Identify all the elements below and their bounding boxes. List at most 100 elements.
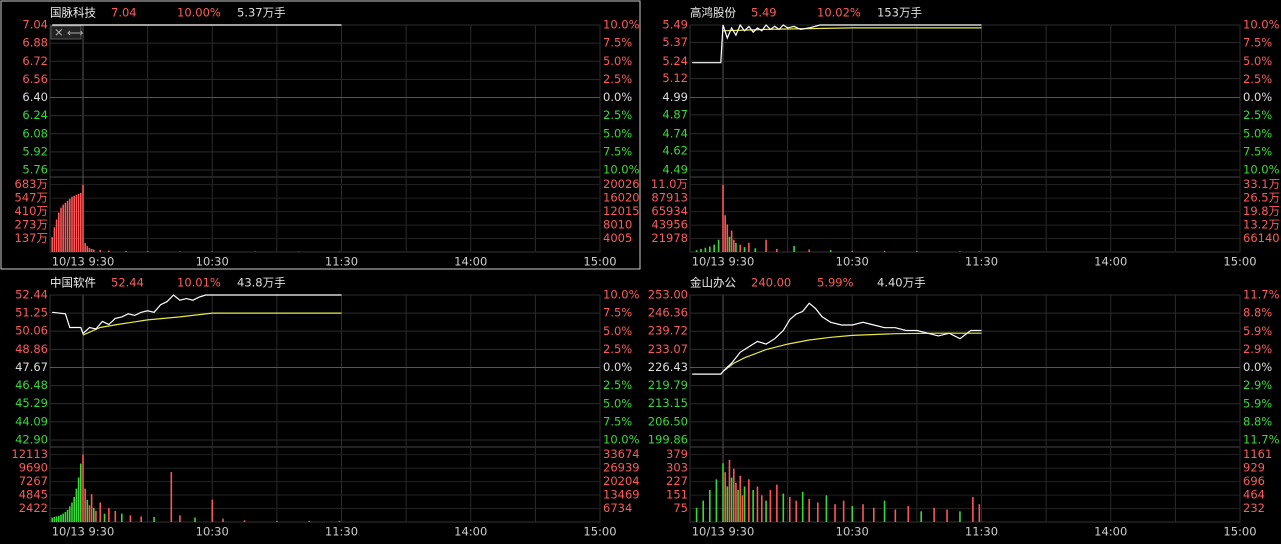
volume-bar	[972, 497, 974, 522]
tool-box	[50, 25, 82, 40]
volume-bar	[741, 495, 744, 522]
price-tick-label: 52.44	[15, 288, 48, 302]
pct-tick-label: 2.5%	[1243, 72, 1272, 86]
vol-tick-label: 2422	[19, 501, 48, 515]
volume-bar	[732, 468, 735, 522]
avg-price-line	[722, 27, 982, 32]
price-tick-label: 6.08	[22, 126, 48, 140]
volume-bar	[211, 251, 214, 253]
volume-bar	[946, 509, 948, 522]
volume-bar	[73, 195, 75, 252]
pct-tick-label: 5.9%	[1243, 396, 1272, 410]
volume-bar	[60, 207, 62, 252]
vol2-tick-label: 232	[1243, 501, 1265, 515]
volume-bar	[80, 192, 82, 252]
volume-bar	[222, 518, 224, 522]
volume-bar	[816, 502, 819, 522]
volume-bar	[58, 212, 60, 252]
volume-bar	[728, 236, 731, 252]
vol2-tick-label: 26.5万	[1243, 191, 1280, 205]
volume-bar	[756, 486, 759, 522]
stock-name[interactable]: 国脉科技	[50, 6, 96, 20]
time-label: 10:30	[836, 255, 869, 269]
time-label: 11:30	[965, 255, 998, 269]
vol-tick-label: 43956	[651, 218, 688, 232]
stock-name[interactable]: 中国软件	[50, 276, 96, 290]
pct-tick-label: 8.8%	[1243, 414, 1272, 428]
volume-bar	[75, 194, 78, 252]
vol2-tick-label: 12015	[603, 204, 640, 218]
pct-tick-label: 2.5%	[1243, 108, 1272, 122]
price-tick-label: 4.62	[662, 144, 688, 158]
vol-tick-label: 65934	[651, 204, 688, 218]
price-tick-label: 4.49	[662, 163, 688, 177]
price-tick-label: 219.79	[648, 378, 688, 392]
volume-bar	[75, 488, 78, 522]
volume-bar	[88, 248, 91, 252]
time-label: 11:30	[325, 255, 358, 269]
pct-tick-label: 0.0%	[603, 90, 632, 104]
vol2-tick-label: 33.1万	[1243, 177, 1280, 191]
expand-icon[interactable]: ⟷	[67, 26, 84, 40]
vol-tick-label: 379	[666, 447, 688, 461]
close-icon[interactable]: ✕	[54, 26, 64, 40]
pct-tick-label: 5.0%	[1243, 126, 1272, 140]
volume-bar	[752, 489, 754, 522]
change-pct: 5.99%	[817, 276, 854, 290]
vol2-tick-label: 696	[1243, 474, 1265, 488]
price-tick-label: 45.29	[15, 396, 48, 410]
volume-bar	[64, 202, 67, 252]
pct-tick-label: 5.0%	[603, 324, 632, 338]
volume-bar	[704, 247, 707, 252]
pct-tick-label: 7.5%	[603, 36, 632, 50]
volume-bar	[82, 184, 84, 252]
volume-bar	[933, 507, 935, 522]
vol2-tick-label: 8010	[603, 218, 632, 232]
pct-tick-label: 0.0%	[603, 360, 632, 374]
time-label: 14:00	[454, 255, 487, 269]
plot-frame	[689, 294, 1241, 523]
vol2-tick-label: 16020	[603, 191, 640, 205]
stock-name[interactable]: 金山办公	[690, 276, 736, 290]
pct-tick-label: 11.7%	[1243, 288, 1280, 302]
time-label: 14:00	[1094, 525, 1127, 539]
volume-bar	[776, 248, 778, 252]
volume-bar	[73, 496, 75, 522]
time-label: 15:00	[583, 255, 616, 269]
volume-bar	[808, 498, 810, 522]
volume-bar	[726, 486, 729, 522]
volume-bar	[276, 520, 278, 522]
volume-bar	[760, 495, 763, 522]
volume-bar	[179, 515, 181, 522]
price-tick-label: 246.36	[648, 306, 688, 320]
volume-bar	[297, 251, 300, 253]
volume-total: 43.8万手	[237, 276, 286, 290]
vol2-tick-label: 4005	[603, 231, 632, 245]
last-price: 5.49	[751, 6, 777, 20]
price-tick-label: 233.07	[648, 342, 688, 356]
price-tick-label: 6.72	[22, 54, 48, 68]
pct-tick-label: 10.0%	[603, 163, 640, 177]
last-price: 240.00	[751, 276, 791, 290]
plot-frame	[689, 24, 1241, 253]
selected-frame	[0, 0, 641, 270]
volume-bar	[793, 245, 795, 252]
volume-bar	[862, 504, 864, 522]
volume-bar	[62, 204, 64, 252]
pct-tick-label: 2.9%	[1243, 342, 1272, 356]
volume-bar	[243, 520, 246, 522]
price-tick-label: 226.43	[648, 360, 688, 374]
vol-tick-label: 151	[666, 488, 688, 502]
change-pct: 10.02%	[817, 6, 861, 20]
volume-total: 153万手	[877, 6, 922, 20]
volume-bar	[765, 239, 767, 252]
volume-bar	[894, 509, 897, 522]
volume-bar	[108, 250, 110, 252]
volume-bar	[120, 513, 123, 522]
volume-bar	[90, 494, 93, 522]
volume-bar	[153, 516, 155, 522]
change-pct: 10.01%	[177, 276, 221, 290]
volume-bar	[715, 479, 718, 522]
volume-bar	[77, 477, 80, 522]
stock-name[interactable]: 高鸿股份	[690, 6, 736, 20]
